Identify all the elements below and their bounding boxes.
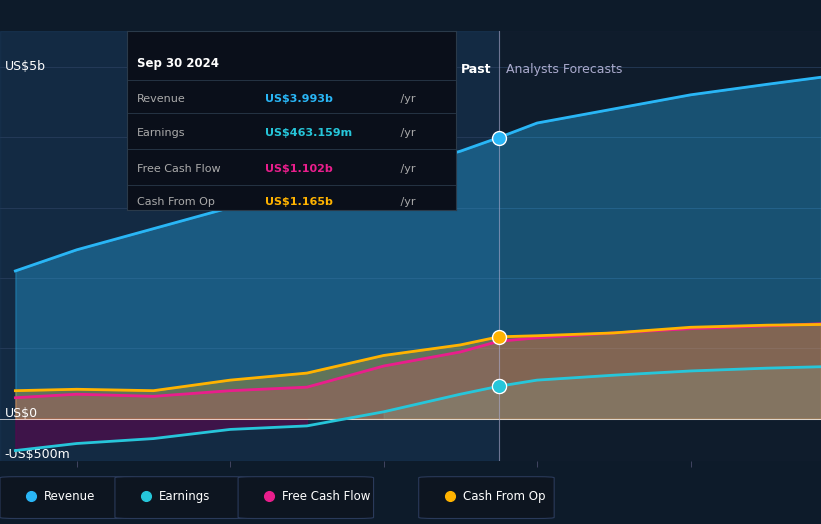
Text: Free Cash Flow: Free Cash Flow — [282, 490, 371, 503]
Text: Revenue: Revenue — [44, 490, 96, 503]
Text: US$5b: US$5b — [5, 60, 46, 73]
Text: /yr: /yr — [397, 128, 415, 138]
FancyBboxPatch shape — [419, 477, 554, 519]
Text: Sep 30 2024: Sep 30 2024 — [137, 57, 219, 70]
Text: Cash From Op: Cash From Op — [463, 490, 545, 503]
Text: Earnings: Earnings — [137, 128, 186, 138]
Text: Cash From Op: Cash From Op — [137, 198, 215, 208]
Bar — [0, 31, 498, 461]
FancyBboxPatch shape — [238, 477, 374, 519]
Text: US$0: US$0 — [5, 408, 38, 420]
Bar — [498, 31, 821, 461]
Text: -US$500m: -US$500m — [5, 447, 71, 461]
Text: US$1.102b: US$1.102b — [265, 163, 333, 173]
Text: /yr: /yr — [397, 198, 415, 208]
Text: Past: Past — [461, 63, 491, 76]
FancyBboxPatch shape — [115, 477, 250, 519]
Text: Free Cash Flow: Free Cash Flow — [137, 163, 221, 173]
Text: US$3.993b: US$3.993b — [265, 94, 333, 104]
Text: Earnings: Earnings — [159, 490, 211, 503]
FancyBboxPatch shape — [0, 477, 135, 519]
Text: US$463.159m: US$463.159m — [265, 128, 352, 138]
Text: US$1.165b: US$1.165b — [265, 198, 333, 208]
Text: /yr: /yr — [397, 94, 415, 104]
Text: Revenue: Revenue — [137, 94, 186, 104]
Text: Analysts Forecasts: Analysts Forecasts — [507, 63, 623, 76]
Text: /yr: /yr — [397, 163, 415, 173]
